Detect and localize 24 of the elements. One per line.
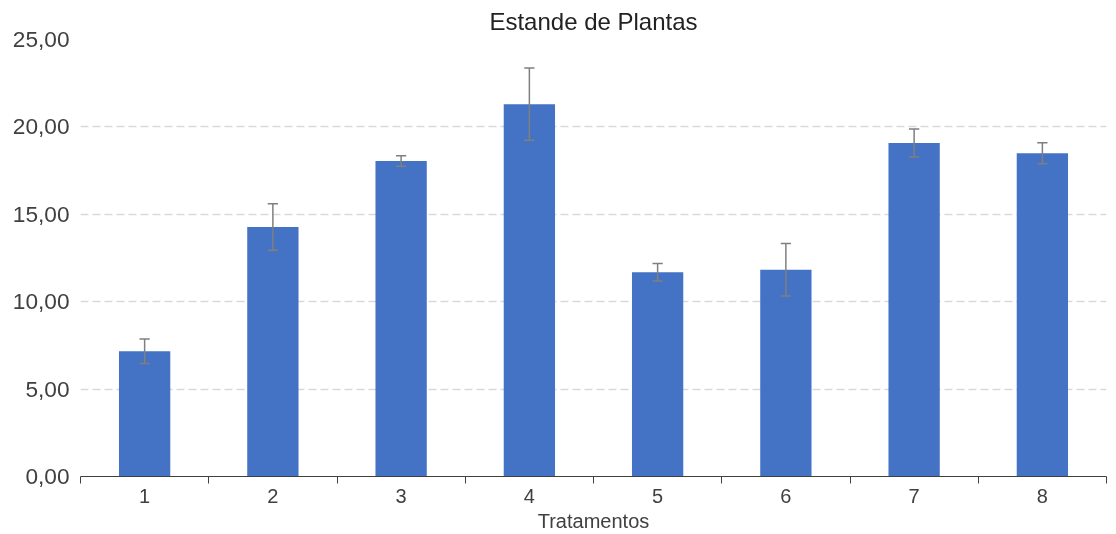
bar bbox=[631, 272, 684, 477]
bar bbox=[503, 104, 556, 477]
bar bbox=[760, 269, 812, 477]
bar bbox=[247, 227, 299, 477]
x-tick-label: 1 bbox=[139, 484, 151, 507]
bar bbox=[118, 351, 171, 477]
x-tick-label: 5 bbox=[652, 484, 664, 507]
x-axis-title: Tratamentos bbox=[537, 509, 650, 532]
x-tick-label: 3 bbox=[395, 484, 407, 507]
y-tick-label: 15,00 bbox=[12, 200, 70, 227]
y-tick-label: 25,00 bbox=[12, 26, 70, 52]
bar bbox=[1016, 153, 1069, 477]
x-tick-label: 7 bbox=[908, 484, 920, 507]
x-tick-label: 6 bbox=[780, 484, 792, 507]
y-tick-label: 5,00 bbox=[25, 375, 70, 402]
bar bbox=[375, 160, 427, 477]
y-tick-label: 0,00 bbox=[25, 463, 70, 489]
bar bbox=[888, 142, 940, 477]
y-tick-label: 20,00 bbox=[12, 113, 70, 140]
x-tick-label: 2 bbox=[267, 484, 279, 507]
y-tick-label: 10,00 bbox=[12, 288, 70, 315]
chart-title: Estande de Plantas bbox=[489, 7, 698, 35]
x-tick-label: 4 bbox=[523, 484, 535, 507]
x-tick-label: 8 bbox=[1036, 484, 1048, 507]
